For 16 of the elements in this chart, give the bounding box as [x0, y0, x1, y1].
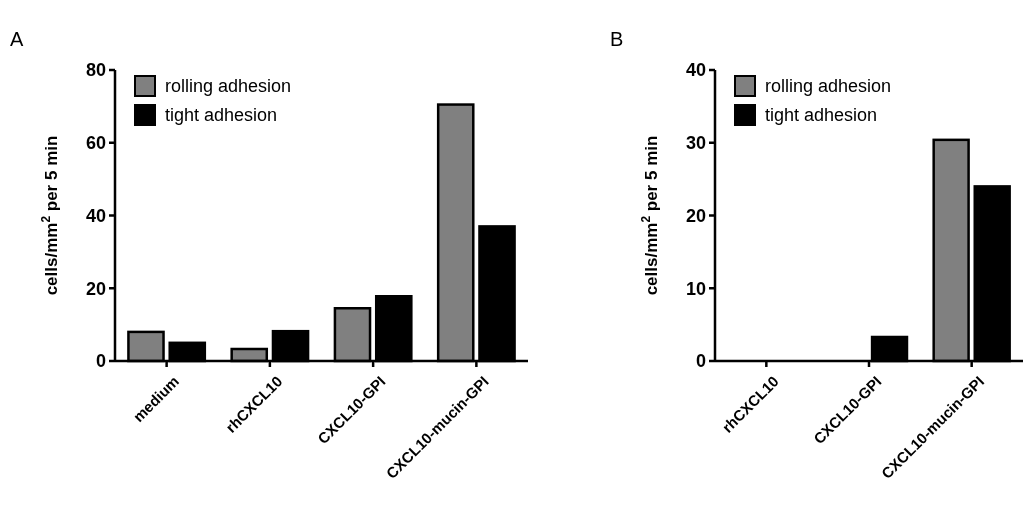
y-tick-label: 10	[685, 278, 706, 299]
y-tick-label: 40	[685, 60, 706, 81]
legend-label: tight adhesion	[765, 105, 878, 126]
legend-label: rolling adhesion	[165, 76, 292, 97]
legend-label: rolling adhesion	[765, 76, 892, 97]
y-tick-label: 0	[95, 351, 106, 372]
chart-title: B	[610, 28, 624, 50]
y-tick-label: 40	[85, 205, 106, 226]
y-tick-label: 60	[85, 133, 106, 154]
y-tick-label: 20	[85, 278, 106, 299]
chart-title: A	[10, 28, 24, 50]
y-tick-label: 0	[695, 351, 706, 372]
y-tick-label: 30	[685, 133, 706, 154]
legend-label: tight adhesion	[165, 105, 278, 126]
y-tick-label: 20	[685, 205, 706, 226]
y-tick-label: 80	[85, 60, 106, 81]
